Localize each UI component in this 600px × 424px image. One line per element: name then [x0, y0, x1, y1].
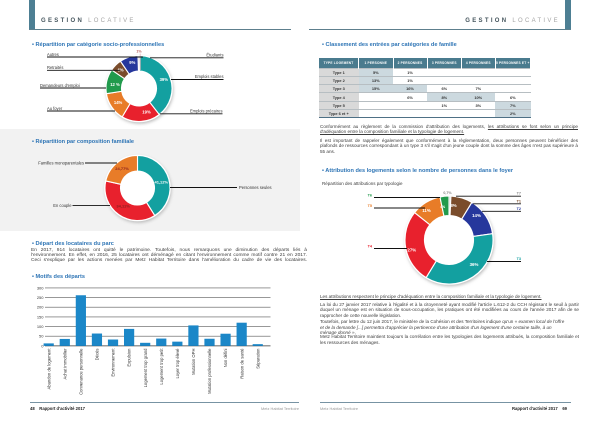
- svg-text:9%: 9%: [129, 60, 135, 65]
- svg-text:34,11%: 34,11%: [116, 204, 130, 209]
- svg-text:Non défini: Non défini: [223, 348, 228, 367]
- svg-text:Raison de santé: Raison de santé: [239, 348, 244, 379]
- svg-text:100: 100: [37, 324, 44, 329]
- svg-text:11%: 11%: [422, 208, 431, 213]
- svg-text:0: 0: [41, 343, 44, 348]
- svg-text:Séparation: Séparation: [255, 348, 260, 369]
- svg-text:Environnement: Environnement: [111, 348, 116, 377]
- svg-text:Mutation professionnelle: Mutation professionnelle: [207, 348, 212, 394]
- svg-text:19%: 19%: [142, 110, 151, 115]
- svg-text:Logement trop grand: Logement trop grand: [143, 348, 148, 388]
- svg-text:0,7%: 0,7%: [443, 191, 452, 195]
- svg-text:T2: T2: [517, 207, 521, 211]
- svg-text:Loyer trop élevé: Loyer trop élevé: [175, 348, 180, 379]
- svg-text:8%: 8%: [450, 203, 456, 208]
- svg-text:T1: T1: [517, 199, 521, 203]
- svg-text:14%: 14%: [114, 100, 123, 105]
- svg-text:14%: 14%: [472, 213, 481, 218]
- svg-text:Expulsion: Expulsion: [127, 348, 132, 367]
- svg-text:36%: 36%: [470, 262, 479, 267]
- svg-text:250: 250: [37, 295, 44, 300]
- svg-text:Demandeurs d'emploi: Demandeurs d'emploi: [40, 83, 80, 88]
- svg-text:Au foyer: Au foyer: [47, 106, 63, 111]
- svg-text:T6: T6: [368, 193, 372, 197]
- svg-text:T4: T4: [368, 244, 373, 248]
- svg-text:En couple: En couple: [53, 203, 72, 208]
- svg-text:200: 200: [37, 305, 44, 310]
- svg-text:Logement trop petit: Logement trop petit: [159, 348, 164, 385]
- svg-text:Emplois précaires: Emplois précaires: [190, 108, 223, 113]
- svg-text:50: 50: [39, 334, 44, 339]
- svg-text:Autres: Autres: [47, 52, 59, 57]
- svg-text:Retraités: Retraités: [47, 65, 63, 70]
- svg-text:Décès: Décès: [95, 349, 100, 361]
- svg-text:T3: T3: [517, 257, 521, 261]
- svg-text:6%: 6%: [118, 68, 124, 73]
- svg-text:150: 150: [37, 314, 44, 319]
- svg-text:300: 300: [37, 285, 44, 290]
- svg-text:Personnes seules: Personnes seules: [239, 185, 272, 190]
- svg-text:T5: T5: [368, 204, 372, 208]
- svg-text:41,12%: 41,12%: [155, 180, 169, 185]
- svg-text:Abandon de logement: Abandon de logement: [46, 348, 51, 390]
- svg-text:4%: 4%: [440, 205, 445, 209]
- svg-text:Achat immobilier: Achat immobilier: [62, 348, 67, 380]
- svg-text:1%: 1%: [136, 49, 142, 53]
- svg-text:24,77%: 24,77%: [115, 166, 129, 171]
- svg-text:Convenance personnelle: Convenance personnelle: [78, 348, 83, 395]
- svg-text:12 %: 12 %: [110, 82, 120, 87]
- svg-text:39%: 39%: [160, 77, 169, 82]
- svg-text:Étudiants: Étudiants: [206, 52, 223, 57]
- svg-text:27%: 27%: [407, 248, 416, 253]
- svg-text:Mutation OPH: Mutation OPH: [191, 349, 196, 375]
- svg-text:T7: T7: [517, 192, 521, 196]
- svg-text:Emplois stables: Emplois stables: [195, 74, 224, 79]
- svg-text:Familles monoparentales: Familles monoparentales: [38, 160, 84, 165]
